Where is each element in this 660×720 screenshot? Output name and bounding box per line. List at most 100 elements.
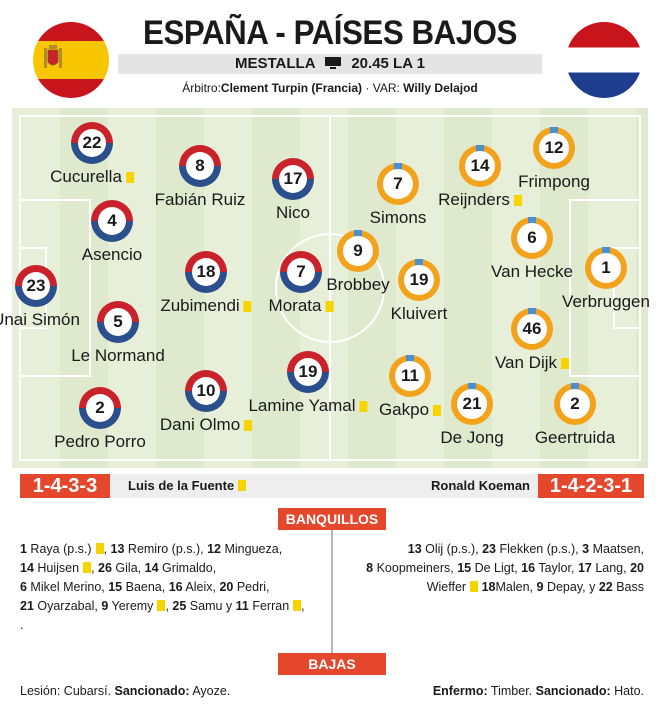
bench-number: 21 xyxy=(20,599,34,613)
player-number: 19 xyxy=(404,265,434,295)
player-number-badge: 7 xyxy=(280,251,322,293)
player-number: 6 xyxy=(517,223,547,253)
player-number-badge: 18 xyxy=(185,251,227,293)
yellow-card-icon xyxy=(359,401,368,412)
yellow-card-icon xyxy=(513,195,522,206)
bench-line: 13 Olij (p.s.), 23 Flekken (p.s.), 3 Maa… xyxy=(350,540,644,559)
player-number: 5 xyxy=(104,308,132,336)
netherlands-flag xyxy=(566,22,642,98)
bench-number: 17 xyxy=(577,561,592,575)
yellow-card-icon xyxy=(293,600,302,611)
bench-number: 15 xyxy=(457,561,472,575)
player-name-wrap: Brobbey xyxy=(326,275,389,295)
player-number: 21 xyxy=(457,389,487,419)
player-number-badge: 10 xyxy=(185,370,227,412)
player-name-wrap: Asencio xyxy=(82,245,142,265)
player-number: 46 xyxy=(517,314,547,344)
referee-label: Árbitro: xyxy=(182,81,221,95)
player-name-wrap: Van Hecke xyxy=(491,262,573,282)
bench-player-name: Gila, xyxy=(111,561,142,575)
player-name-wrap: Kluivert xyxy=(391,304,448,324)
spain-coach: Luis de la Fuente xyxy=(128,478,247,493)
player-name: Reijnders xyxy=(438,190,510,209)
player-name: Zubimendi xyxy=(160,296,240,315)
yellow-card-icon xyxy=(125,172,134,183)
player-number: 17 xyxy=(279,165,307,193)
yellow-card-icon xyxy=(325,301,334,312)
player-name: Unai Simón xyxy=(0,310,80,329)
var-label: · VAR: xyxy=(362,81,404,95)
player-number-badge: 21 xyxy=(451,383,493,425)
netherlands-bench: 13 Olij (p.s.), 23 Flekken (p.s.), 3 Maa… xyxy=(350,540,644,597)
venue-line: MESTALLA 20.45 LA 1 xyxy=(118,54,542,74)
player-number-badge: 12 xyxy=(533,127,575,169)
bench-number: 6 xyxy=(20,580,27,594)
bench-number: 22 xyxy=(598,580,613,594)
player-name: Brobbey xyxy=(326,275,390,294)
center-divider xyxy=(331,510,333,660)
player-number: 11 xyxy=(395,361,425,391)
bench-number: 16 xyxy=(168,580,183,594)
bench-player-name: Mikel Merino, xyxy=(26,580,105,594)
formation-bar: 1-4-3-3 Luis de la Fuente Ronald Koeman … xyxy=(20,474,644,498)
bench-number: 9 xyxy=(101,599,109,613)
player-number: 23 xyxy=(22,272,50,300)
player-number-badge: 4 xyxy=(91,200,133,242)
bench-player-name: Mingueza, xyxy=(221,542,283,556)
bench-player-name: Remiro (p.s.), xyxy=(124,542,204,556)
yellow-card-icon xyxy=(95,543,104,554)
player-name-wrap: Unai Simón xyxy=(0,310,80,330)
player-number-badge: 1 xyxy=(585,247,627,289)
yellow-card-icon xyxy=(433,405,442,416)
player-name-wrap: Gakpo xyxy=(379,400,442,420)
bench-number: 14 xyxy=(144,561,159,575)
player-number: 2 xyxy=(560,389,590,419)
bench-number: 20 xyxy=(219,580,234,594)
suspended-value: Hato. xyxy=(610,684,644,698)
bench-number: 16 xyxy=(521,561,536,575)
bench-player-name: Samu y xyxy=(186,599,233,613)
bench-number: 11 xyxy=(235,599,249,613)
match-title: ESPAÑA - PAÍSES BAJOS xyxy=(143,14,517,52)
player-name-wrap: Frimpong xyxy=(518,172,590,192)
player-number: 18 xyxy=(192,258,220,286)
bench-player-name: . xyxy=(20,618,24,632)
spain-coach-name: Luis de la Fuente xyxy=(128,478,235,493)
bench-line: 14 Huijsen, 26 Gila, 14 Grimaldo, xyxy=(20,561,217,575)
player-name-wrap: De Jong xyxy=(440,428,503,448)
player-name-wrap: Reijnders xyxy=(438,190,522,210)
bench-player-name: Pedri, xyxy=(233,580,270,594)
player-number: 9 xyxy=(343,236,373,266)
player-name: Morata xyxy=(268,296,322,315)
player-number-badge: 19 xyxy=(398,259,440,301)
player-name: Geertruida xyxy=(534,428,616,447)
bench-number: 25 xyxy=(172,599,187,613)
bench-number: 18 xyxy=(481,580,496,594)
bench-label: BANQUILLOS xyxy=(278,508,386,530)
player-number: 7 xyxy=(287,258,315,286)
player-number: 7 xyxy=(383,169,413,199)
bench-player-name: Ferran xyxy=(248,599,290,613)
bench-number: 14 xyxy=(20,561,34,575)
player-name-wrap: Zubimendi xyxy=(160,296,252,316)
player-name: Van Hecke xyxy=(491,262,573,281)
bench-player-name: Raya (p.s.) xyxy=(26,542,92,556)
bench-player-name: Huijsen xyxy=(33,561,80,575)
player-name-wrap: Lamine Yamal xyxy=(248,396,368,416)
bench-number: 15 xyxy=(108,580,123,594)
bench-player-name: Bass xyxy=(612,580,644,594)
bench-number: 20 xyxy=(630,561,644,575)
player-number-badge: 17 xyxy=(272,158,314,200)
bench-number: 13 xyxy=(407,542,422,556)
player-name: Dani Olmo xyxy=(159,415,241,434)
player-number-badge: 46 xyxy=(511,308,553,350)
netherlands-coach: Ronald Koeman xyxy=(431,478,530,493)
player-name-wrap: Simons xyxy=(370,208,427,228)
player-number-badge: 14 xyxy=(459,145,501,187)
yellow-card-icon xyxy=(470,581,479,592)
player-name: Fabián Ruiz xyxy=(154,190,246,209)
player-number: 12 xyxy=(539,133,569,163)
player-number-badge: 2 xyxy=(554,383,596,425)
venue: MESTALLA xyxy=(235,55,315,72)
pitch: 22 Cucurella 8 Fabián Ruiz 17 Nico 4 Asencio 23 U… xyxy=(0,108,650,468)
